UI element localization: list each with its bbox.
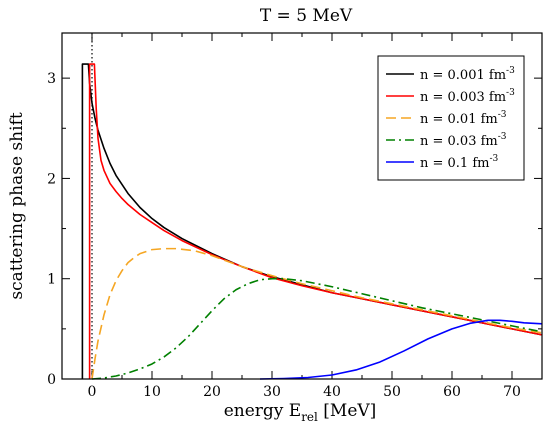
x-tick-label: 40 — [323, 384, 341, 400]
x-axis-label-subscript: rel — [301, 410, 318, 424]
legend-label-4: n = 0.03 fm-3 — [420, 132, 507, 149]
series-lines — [81, 63, 543, 380]
legend-label-1: n = 0.001 fm-3 — [420, 66, 515, 83]
axis-ticks — [61, 33, 543, 380]
y-tick-label: 0 — [47, 372, 56, 388]
legend: n = 0.001 fm-3n = 0.003 fm-3n = 0.01 fm-… — [377, 55, 525, 181]
legend-label-exponent: -3 — [489, 154, 498, 164]
x-axis-label-main: energy E — [224, 401, 302, 421]
legend-label-2: n = 0.003 fm-3 — [420, 88, 515, 105]
x-axis-label: energy Erel [MeV] — [224, 401, 377, 424]
series-line-3 — [91, 247, 543, 380]
x-tick-label: 10 — [143, 384, 161, 400]
legend-label-5: n = 0.1 fm-3 — [420, 154, 499, 171]
legend-label-exponent: -3 — [506, 88, 515, 98]
series-line-5 — [259, 319, 543, 380]
legend-label-exponent: -3 — [506, 66, 515, 76]
x-tick-label: 70 — [503, 384, 521, 400]
tick-labels: 0 10 20 30 40 50 60 70 0 1 2 3 — [47, 71, 521, 400]
series-line-4 — [91, 277, 543, 380]
chart-title: T = 5 MeV — [260, 6, 353, 26]
legend-label-text: n = 0.003 fm — [420, 90, 506, 105]
x-tick-label: 20 — [203, 384, 221, 400]
x-tick-label: 60 — [443, 384, 461, 400]
plot-frame — [61, 32, 543, 380]
x-tick-label: 30 — [263, 384, 281, 400]
legend-label-text: n = 0.001 fm — [420, 68, 506, 83]
y-tick-label: 1 — [47, 272, 56, 288]
y-tick-label: 3 — [47, 71, 56, 87]
legend-label-text: n = 0.01 fm — [420, 112, 498, 127]
y-axis-label: scattering phase shift — [7, 112, 27, 299]
legend-label-3: n = 0.01 fm-3 — [420, 110, 507, 127]
legend-label-text: n = 0.1 fm — [420, 156, 489, 171]
series-line-2 — [88, 63, 543, 379]
x-axis-label-unit: [MeV] — [318, 401, 376, 421]
x-tick-label: 50 — [383, 384, 401, 400]
legend-label-text: n = 0.03 fm — [420, 134, 498, 149]
x-tick-label: 0 — [88, 384, 97, 400]
legend-label-exponent: -3 — [498, 110, 507, 120]
y-tick-label: 2 — [47, 171, 56, 187]
legend-label-exponent: -3 — [498, 132, 507, 142]
